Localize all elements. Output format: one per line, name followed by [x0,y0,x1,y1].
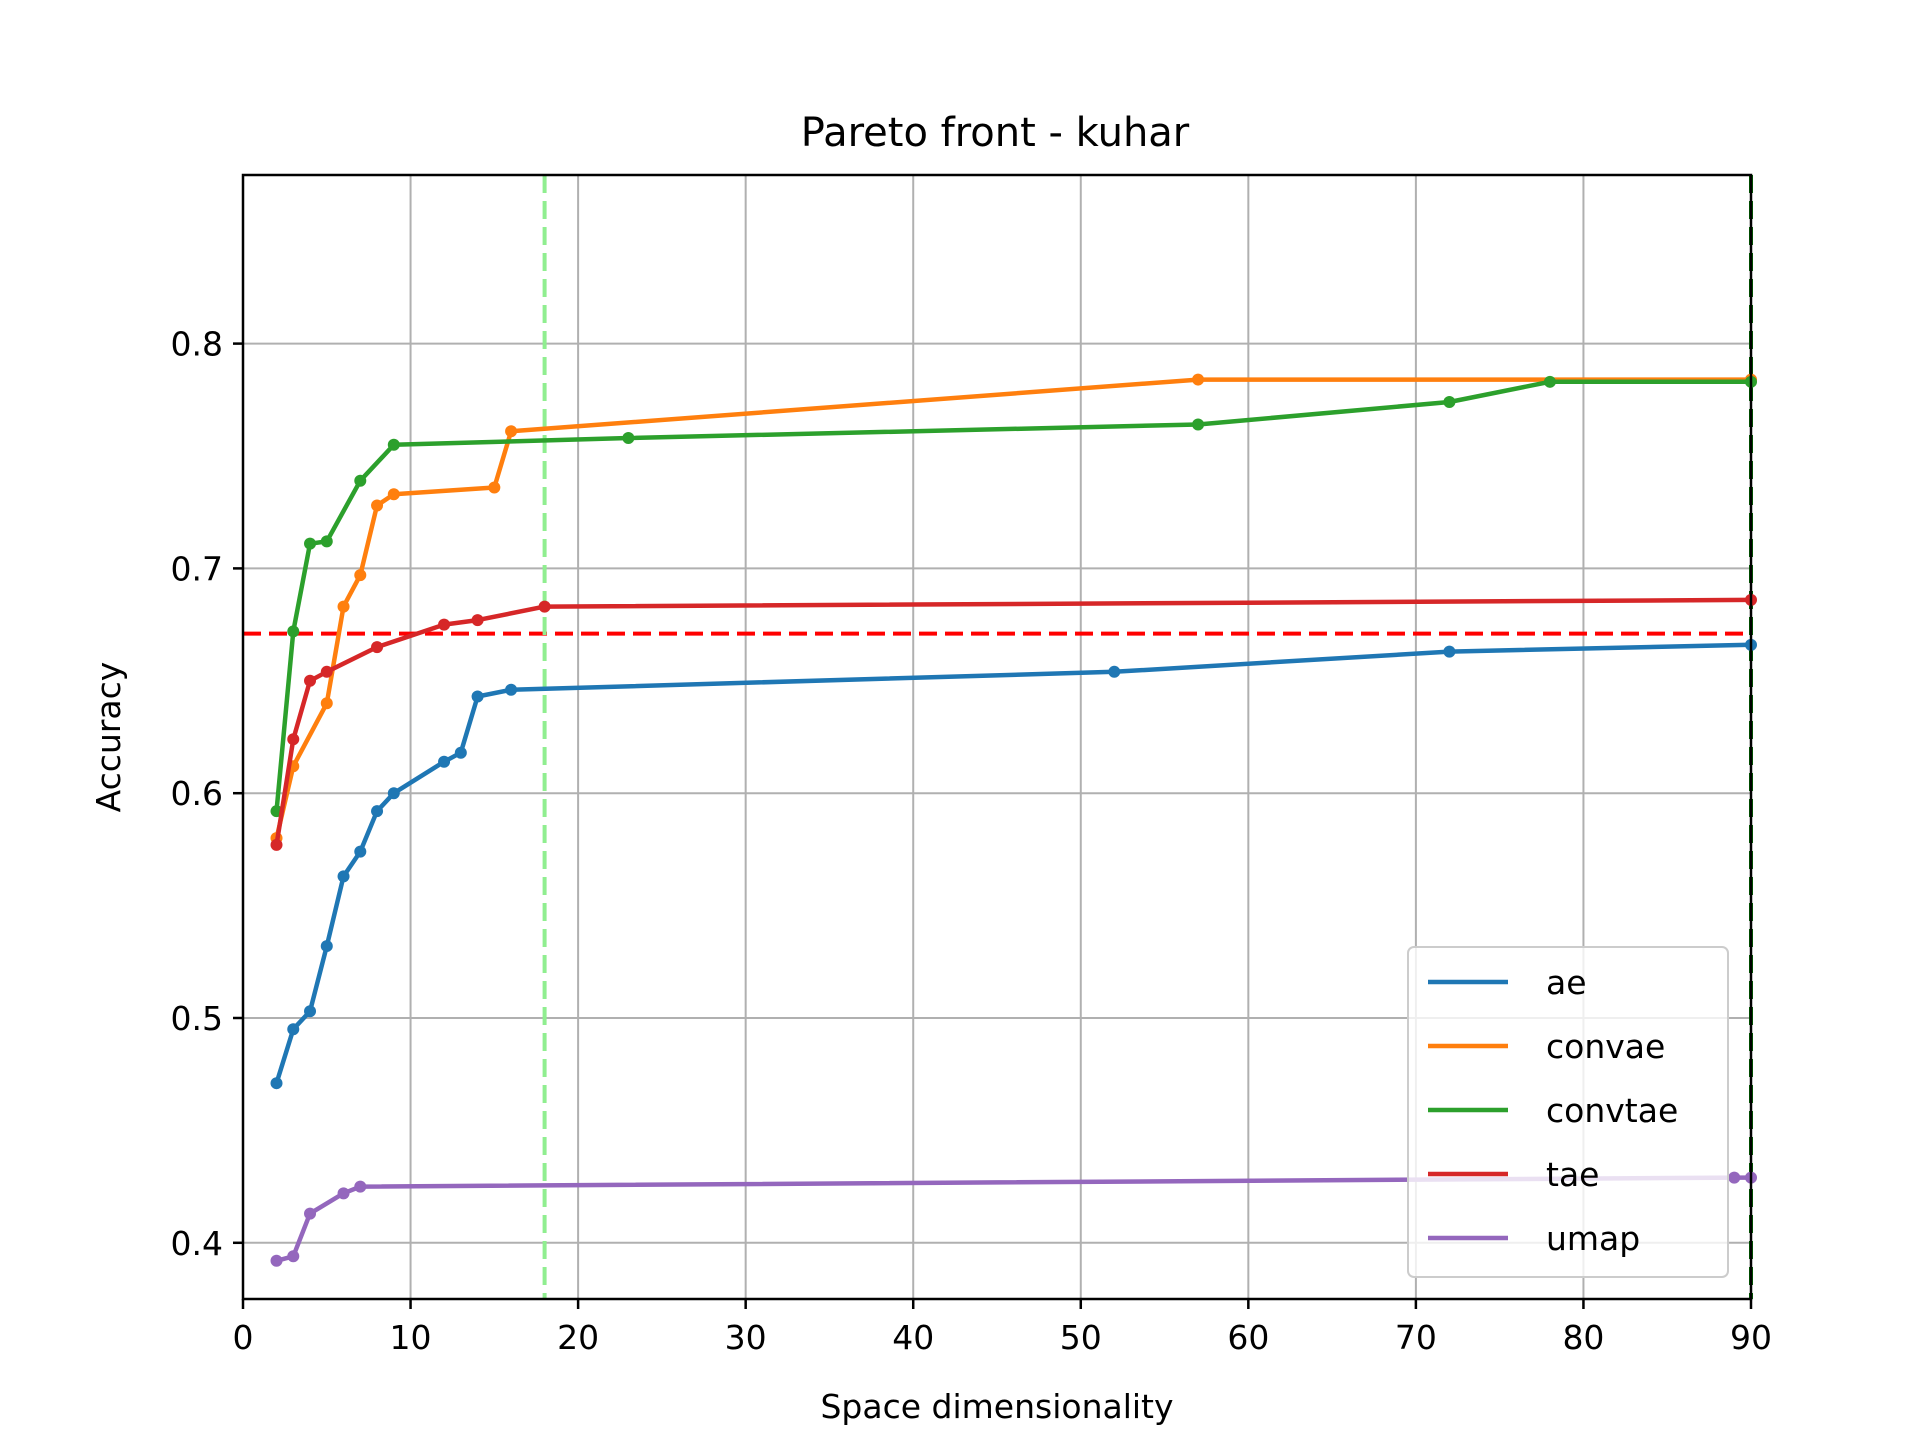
data-point-convtae [622,432,635,445]
data-point-ae [454,746,467,759]
data-point-convae [320,697,333,710]
data-point-tae [304,674,317,687]
data-point-ae [471,690,484,703]
x-tick-label: 30 [725,1318,767,1357]
data-point-tae [287,733,300,746]
data-point-ae [270,1077,283,1090]
legend-box [1407,946,1729,1278]
data-point-tae [438,618,451,631]
data-point-ae [287,1023,300,1036]
data-point-tae [371,641,384,654]
y-tick-label: 0.6 [171,774,223,813]
series-line-tae [274,597,1754,848]
x-axis-ticks: 0 10 20 30 40 50 60 70 80 90 [233,1299,1772,1357]
x-tick-label: 20 [557,1318,599,1357]
data-point-ae [387,787,400,800]
data-point-ae [505,683,518,696]
data-point-convtae [387,438,400,451]
data-point-tae [471,614,484,627]
data-point-convae [337,600,350,613]
data-point-convtae [1443,396,1456,409]
series-line-convtae [274,379,1754,814]
data-point-convae [387,488,400,501]
data-point-convtae [304,537,317,550]
series-umap [270,1171,1757,1267]
data-point-umap [304,1207,317,1220]
x-tick-label: 60 [1227,1318,1269,1357]
series-convae [270,373,1757,845]
data-point-umap [337,1187,350,1200]
data-point-convae [371,499,384,512]
x-tick-label: 70 [1395,1318,1437,1357]
plot-frame [241,173,1753,1301]
data-point-umap [270,1254,283,1267]
data-point-ae [1108,665,1121,678]
y-tick-label: 0.7 [171,549,223,588]
series-group [270,373,1757,1267]
data-point-tae [320,665,333,678]
data-point-ae [371,805,384,818]
data-point-convtae [354,474,367,487]
x-tick-label: 50 [1060,1318,1102,1357]
data-point-ae [1443,645,1456,658]
legend-label-umap: umap [1546,1219,1640,1258]
x-tick-label: 80 [1562,1318,1604,1357]
data-point-convtae [287,625,300,638]
x-axis-title: Space dimensionality [820,1387,1173,1426]
x-tick-label: 90 [1730,1318,1772,1357]
legend-label-convae: convae [1546,1027,1665,1066]
data-point-convae [488,481,501,494]
series-convtae [270,375,1757,818]
data-point-convae [505,425,518,438]
data-point-ae [304,1005,317,1018]
x-tick-label: 0 [233,1318,254,1357]
data-point-convtae [1543,375,1556,388]
legend-label-tae: tae [1546,1155,1599,1194]
legend-label-ae: ae [1546,963,1587,1002]
series-tae [270,593,1757,851]
y-axis-ticks: 0.4 0.5 0.6 0.7 0.8 [171,325,243,1263]
data-point-convae [354,569,367,582]
series-ae [270,638,1757,1090]
y-tick-label: 0.8 [171,325,223,364]
x-tick-label: 40 [892,1318,934,1357]
y-tick-label: 0.4 [171,1224,223,1263]
grid [242,175,1752,1299]
legend: ae convae convtae tae umap [1407,946,1729,1278]
data-point-tae [270,838,283,851]
data-point-ae [337,870,350,883]
data-point-convae [1192,373,1205,386]
y-tick-label: 0.5 [171,999,223,1038]
data-point-ae [354,845,367,858]
data-point-tae [538,600,551,613]
data-point-convtae [320,535,333,548]
data-point-umap [354,1180,367,1193]
series-line-convae [274,377,1754,841]
data-point-ae [320,940,333,953]
y-axis-title: Accuracy [89,662,128,813]
x-tick-label: 10 [390,1318,432,1357]
chart-title: Pareto front - kuhar [801,110,1190,156]
data-point-ae [438,755,451,768]
data-point-umap [1728,1171,1741,1184]
data-point-convtae [1192,418,1205,431]
data-point-umap [287,1250,300,1263]
legend-label-convtae: convtae [1546,1091,1678,1130]
